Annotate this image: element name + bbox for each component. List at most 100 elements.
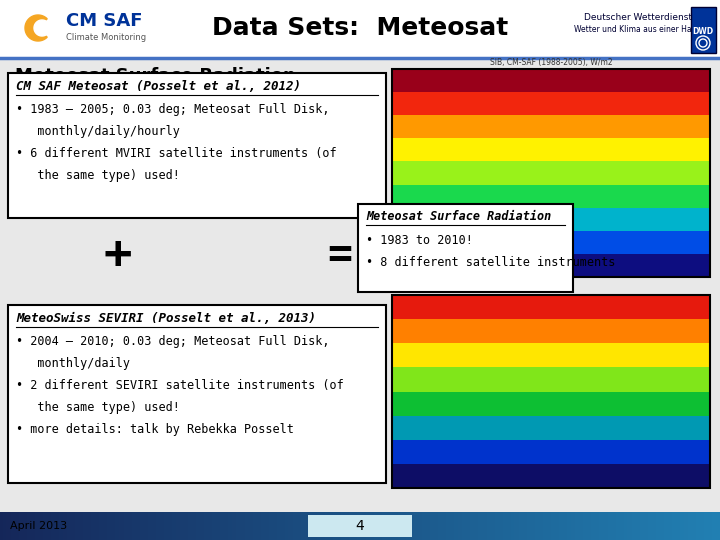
FancyBboxPatch shape (377, 512, 378, 540)
FancyBboxPatch shape (494, 512, 495, 540)
FancyBboxPatch shape (392, 184, 710, 208)
FancyBboxPatch shape (573, 512, 574, 540)
FancyBboxPatch shape (409, 512, 410, 540)
FancyBboxPatch shape (284, 512, 285, 540)
FancyBboxPatch shape (251, 512, 252, 540)
FancyBboxPatch shape (295, 512, 296, 540)
FancyBboxPatch shape (68, 512, 69, 540)
FancyBboxPatch shape (466, 512, 467, 540)
Text: Wetter und Klima aus einer Hand: Wetter und Klima aus einer Hand (575, 25, 702, 35)
FancyBboxPatch shape (192, 512, 193, 540)
FancyBboxPatch shape (368, 512, 369, 540)
FancyBboxPatch shape (28, 512, 29, 540)
FancyBboxPatch shape (226, 512, 227, 540)
FancyBboxPatch shape (405, 512, 406, 540)
FancyBboxPatch shape (636, 512, 637, 540)
FancyBboxPatch shape (123, 512, 124, 540)
FancyBboxPatch shape (406, 512, 407, 540)
FancyBboxPatch shape (616, 512, 617, 540)
FancyBboxPatch shape (195, 512, 196, 540)
FancyBboxPatch shape (205, 512, 206, 540)
FancyBboxPatch shape (365, 512, 366, 540)
FancyBboxPatch shape (132, 512, 133, 540)
FancyBboxPatch shape (48, 512, 49, 540)
FancyBboxPatch shape (687, 512, 688, 540)
FancyBboxPatch shape (233, 512, 234, 540)
FancyBboxPatch shape (108, 512, 109, 540)
Text: • 2 different SEVIRI satellite instruments (of: • 2 different SEVIRI satellite instrumen… (16, 379, 343, 392)
Text: April 2013: April 2013 (10, 521, 67, 531)
FancyBboxPatch shape (151, 512, 152, 540)
FancyBboxPatch shape (571, 512, 572, 540)
FancyBboxPatch shape (342, 512, 343, 540)
FancyBboxPatch shape (1, 512, 2, 540)
FancyBboxPatch shape (525, 512, 526, 540)
FancyBboxPatch shape (506, 512, 507, 540)
FancyBboxPatch shape (5, 512, 6, 540)
FancyBboxPatch shape (513, 512, 514, 540)
FancyBboxPatch shape (516, 512, 517, 540)
FancyBboxPatch shape (356, 512, 357, 540)
FancyBboxPatch shape (224, 512, 225, 540)
FancyBboxPatch shape (357, 512, 358, 540)
Text: monthly/daily/hourly: monthly/daily/hourly (16, 125, 180, 138)
FancyBboxPatch shape (194, 512, 195, 540)
FancyBboxPatch shape (111, 512, 112, 540)
FancyBboxPatch shape (592, 512, 593, 540)
FancyBboxPatch shape (95, 512, 96, 540)
FancyBboxPatch shape (392, 253, 710, 277)
FancyBboxPatch shape (481, 512, 482, 540)
FancyBboxPatch shape (392, 415, 710, 440)
FancyBboxPatch shape (563, 512, 564, 540)
FancyBboxPatch shape (311, 512, 312, 540)
FancyBboxPatch shape (185, 512, 186, 540)
FancyBboxPatch shape (9, 512, 10, 540)
FancyBboxPatch shape (397, 512, 398, 540)
FancyBboxPatch shape (574, 512, 575, 540)
FancyBboxPatch shape (126, 512, 127, 540)
FancyBboxPatch shape (708, 512, 709, 540)
FancyBboxPatch shape (140, 512, 141, 540)
FancyBboxPatch shape (439, 512, 440, 540)
FancyBboxPatch shape (392, 114, 710, 138)
FancyBboxPatch shape (638, 512, 639, 540)
FancyBboxPatch shape (207, 512, 208, 540)
FancyBboxPatch shape (300, 512, 301, 540)
FancyBboxPatch shape (358, 204, 573, 292)
FancyBboxPatch shape (308, 512, 309, 540)
FancyBboxPatch shape (500, 512, 501, 540)
Text: monthly/daily: monthly/daily (16, 356, 130, 369)
FancyBboxPatch shape (174, 512, 175, 540)
FancyBboxPatch shape (458, 512, 459, 540)
FancyBboxPatch shape (459, 512, 460, 540)
FancyBboxPatch shape (658, 512, 659, 540)
FancyBboxPatch shape (492, 512, 493, 540)
FancyBboxPatch shape (46, 512, 47, 540)
FancyBboxPatch shape (515, 512, 516, 540)
FancyBboxPatch shape (202, 512, 203, 540)
FancyBboxPatch shape (403, 512, 404, 540)
FancyBboxPatch shape (546, 512, 547, 540)
FancyBboxPatch shape (442, 512, 443, 540)
FancyBboxPatch shape (583, 512, 584, 540)
FancyBboxPatch shape (275, 512, 276, 540)
FancyBboxPatch shape (0, 0, 720, 58)
FancyBboxPatch shape (294, 512, 295, 540)
FancyBboxPatch shape (267, 512, 268, 540)
FancyBboxPatch shape (296, 512, 297, 540)
FancyBboxPatch shape (580, 512, 581, 540)
FancyBboxPatch shape (338, 512, 339, 540)
FancyBboxPatch shape (420, 512, 421, 540)
FancyBboxPatch shape (581, 512, 582, 540)
FancyBboxPatch shape (30, 512, 31, 540)
FancyBboxPatch shape (414, 512, 415, 540)
FancyBboxPatch shape (628, 512, 629, 540)
FancyBboxPatch shape (476, 512, 477, 540)
FancyBboxPatch shape (231, 512, 232, 540)
FancyBboxPatch shape (614, 512, 615, 540)
FancyBboxPatch shape (362, 512, 363, 540)
FancyBboxPatch shape (670, 512, 671, 540)
FancyBboxPatch shape (33, 512, 34, 540)
FancyBboxPatch shape (471, 512, 472, 540)
FancyBboxPatch shape (71, 512, 72, 540)
